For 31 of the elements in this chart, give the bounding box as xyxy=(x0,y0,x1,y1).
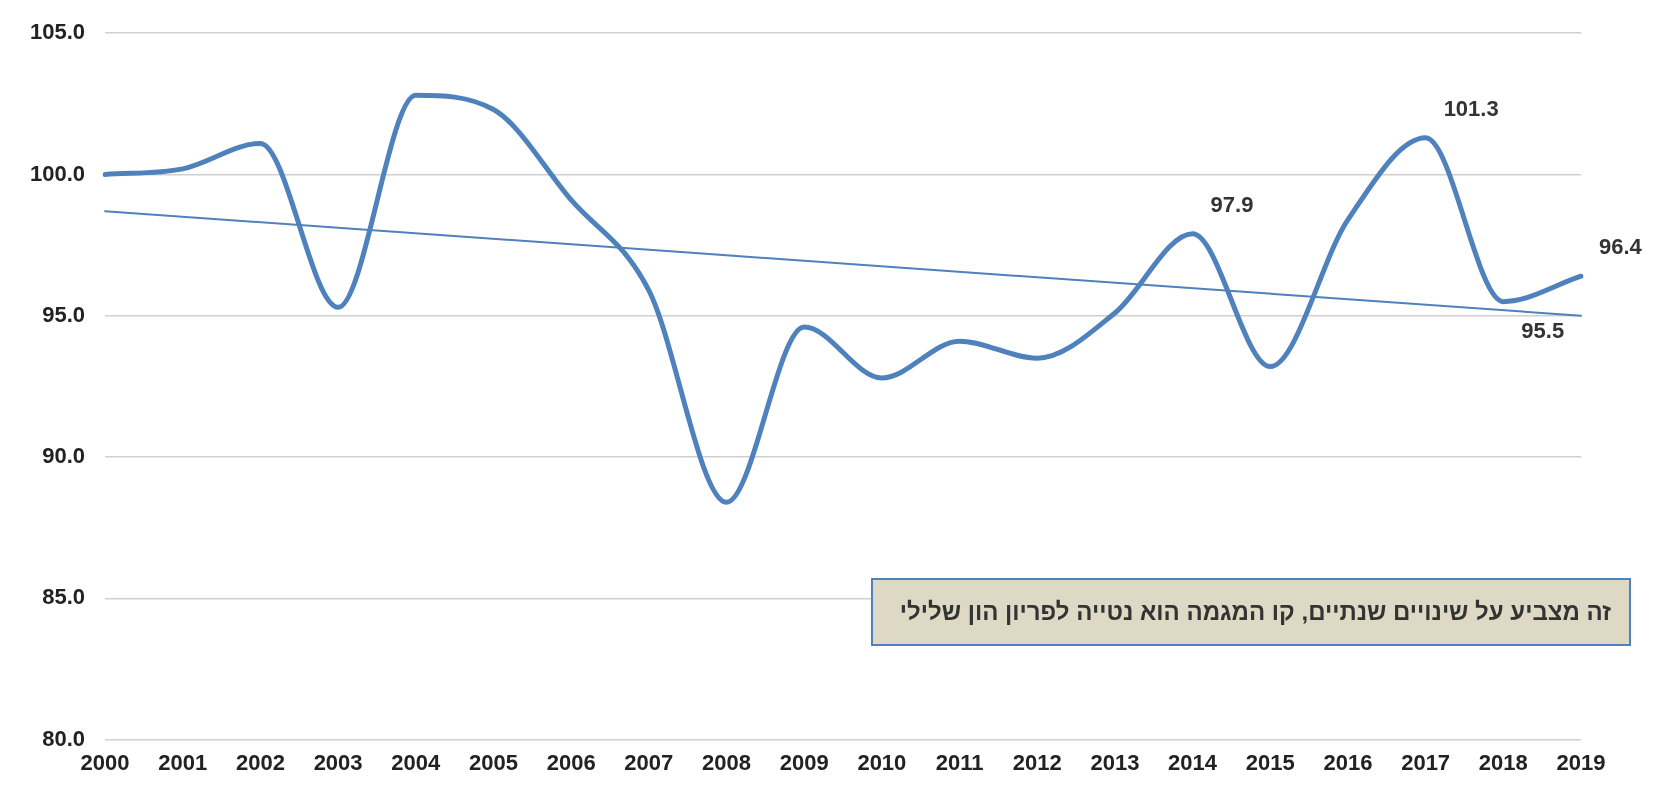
x-tick-label: 2012 xyxy=(1012,749,1062,775)
x-tick-label: 2006 xyxy=(546,749,596,775)
x-tick-label: 2001 xyxy=(158,749,208,775)
x-tick-label: 2017 xyxy=(1401,749,1451,775)
y-tick-label: 80.0 xyxy=(42,725,86,751)
x-tick-label: 2002 xyxy=(235,749,285,775)
x-tick-label: 2004 xyxy=(391,749,442,775)
data-label: 95.5 xyxy=(1521,317,1565,343)
x-tick-label: 2007 xyxy=(624,749,674,775)
x-tick-label: 2010 xyxy=(857,749,907,775)
y-tick-label: 105.0 xyxy=(29,19,86,45)
data-label: 97.9 xyxy=(1210,191,1254,217)
x-tick-label: 2015 xyxy=(1245,749,1295,775)
x-tick-label: 2009 xyxy=(779,749,829,775)
data-label: 101.3 xyxy=(1443,95,1499,121)
annotation: זה מצביע על שינויים שנתיים, קו המגמה הוא נטייה לפריון הון שלילי xyxy=(898,597,1611,627)
x-tick-label: 2008 xyxy=(702,749,751,775)
x-tick-label: 2003 xyxy=(313,749,363,775)
x-tick-label: 2019 xyxy=(1556,749,1606,775)
x-tick-label: 2013 xyxy=(1090,749,1140,775)
x-tick-label: 2014 xyxy=(1168,749,1218,775)
x-tick-label: 2005 xyxy=(468,749,518,775)
x-tick-label: 2018 xyxy=(1478,749,1528,775)
x-tick-label: 2016 xyxy=(1323,749,1373,775)
x-tick-label: 2011 xyxy=(935,749,984,775)
x-tick-label: 2000 xyxy=(80,749,130,775)
y-tick-label: 85.0 xyxy=(42,584,86,610)
y-tick-label: 95.0 xyxy=(42,301,86,327)
data-label: 96.4 xyxy=(1599,234,1643,260)
y-tick-label: 100.0 xyxy=(29,160,86,186)
y-tick-label: 90.0 xyxy=(42,443,86,469)
